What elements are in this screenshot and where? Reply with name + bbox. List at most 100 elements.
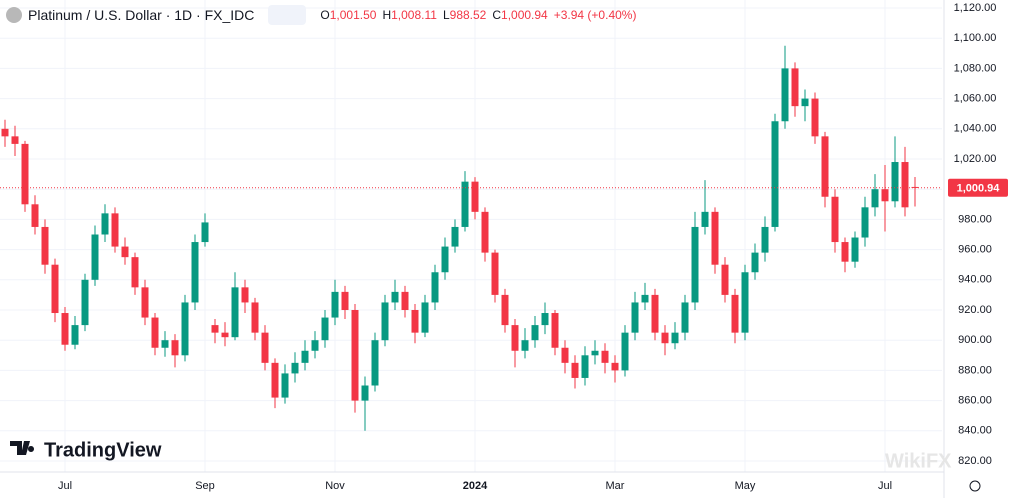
- candle-body: [311, 340, 319, 351]
- candle-body: [61, 313, 69, 345]
- y-tick-label: 860.00: [958, 395, 992, 407]
- candle-body: [41, 226, 49, 265]
- candle-body: [181, 302, 189, 356]
- candle-body: [281, 373, 289, 398]
- candle-body: [471, 181, 479, 212]
- candle-body: [461, 181, 469, 227]
- candle-body: [361, 385, 369, 401]
- x-tick-label: 2024: [463, 480, 488, 492]
- candle-body: [801, 98, 809, 107]
- candle-body: [371, 340, 379, 386]
- candle-body: [721, 264, 729, 295]
- candle-body: [291, 362, 299, 374]
- candle-body: [781, 68, 789, 122]
- candle-body: [481, 211, 489, 253]
- candle-body: [341, 291, 349, 310]
- settings-button[interactable]: [969, 480, 981, 492]
- y-tick-label: 1,080.00: [954, 62, 997, 74]
- legend-header: Platinum / U.S. Dollar · 1D · FX_IDC O1,…: [6, 5, 636, 25]
- candle-body: [241, 287, 249, 303]
- candle-body: [261, 332, 269, 363]
- candle-body: [881, 189, 889, 202]
- ohlc-value: 1,001.50: [329, 8, 377, 22]
- candle-body: [671, 332, 679, 344]
- candle-body: [111, 213, 119, 247]
- candle-body: [51, 264, 59, 314]
- candle-body: [321, 317, 329, 341]
- candle-body: [491, 252, 499, 295]
- candle-body: [381, 302, 389, 341]
- y-tick-label: 920.00: [958, 304, 992, 316]
- candle-body: [811, 98, 819, 137]
- candle-body: [521, 340, 529, 351]
- candle-body: [581, 355, 589, 378]
- y-tick-label: 840.00: [958, 425, 992, 437]
- ohlc-key: C: [492, 8, 502, 22]
- candle-body: [71, 325, 79, 345]
- candle-body: [591, 350, 599, 356]
- candle-body: [841, 242, 849, 262]
- candle-body: [651, 294, 659, 333]
- y-tick-label: 820.00: [958, 455, 992, 467]
- y-tick-label: 880.00: [958, 364, 992, 376]
- x-tick-label: Sep: [195, 480, 215, 492]
- ohlc: H1,008.11: [382, 8, 437, 22]
- candle-body: [661, 332, 669, 344]
- candle-body: [411, 310, 419, 333]
- candle-body: [301, 350, 309, 363]
- candle-body: [861, 207, 869, 238]
- ohlc-value: 988.52: [449, 8, 487, 22]
- ohlc: O1,001.50: [320, 8, 376, 22]
- candle-body: [601, 350, 609, 363]
- candle-body: [221, 332, 229, 338]
- candle-body: [21, 143, 29, 205]
- candle-body: [561, 347, 569, 363]
- candle-body: [701, 211, 709, 227]
- candle-body: [431, 272, 439, 303]
- candle-body: [551, 313, 559, 348]
- candle-body: [201, 222, 209, 243]
- ohlc: L988.52: [443, 8, 486, 22]
- candle-body: [761, 226, 769, 253]
- y-tick-label: 960.00: [958, 244, 992, 256]
- candle-body: [161, 340, 169, 348]
- candle-body: [231, 287, 239, 338]
- candle-body: [131, 257, 139, 288]
- symbol-icon: [6, 7, 22, 23]
- ohlc-value: 1,008.11: [391, 8, 437, 22]
- candle-body: [691, 226, 699, 303]
- candle-body: [871, 189, 879, 208]
- symbol-title: Platinum / U.S. Dollar · 1D · FX_IDC: [28, 7, 255, 23]
- candle-body: [11, 136, 19, 144]
- candle-body: [831, 196, 839, 243]
- y-tick-label: 1,120.00: [954, 2, 997, 14]
- candle-body: [151, 317, 159, 348]
- change: +3.94 (+0.40%): [553, 8, 637, 22]
- logo-icon: [10, 441, 35, 455]
- candle-body: [901, 162, 909, 208]
- candle-body: [741, 272, 749, 333]
- candle-body: [571, 362, 579, 378]
- candle-body: [681, 302, 689, 333]
- ohlc-key: O: [320, 8, 330, 22]
- candle-body: [511, 325, 519, 351]
- candle-body: [391, 291, 399, 303]
- candle-body: [711, 211, 719, 265]
- ohlc-key: L: [442, 8, 450, 22]
- candle-body: [401, 291, 409, 310]
- candle-body: [251, 302, 259, 333]
- y-tick-label: 1,040.00: [954, 123, 997, 135]
- candle-body: [91, 234, 99, 280]
- x-tick-label: Mar: [606, 480, 625, 492]
- candle-body: [891, 162, 899, 202]
- candle-body: [191, 242, 199, 303]
- candle-body: [621, 332, 629, 371]
- candle-body: [101, 213, 109, 235]
- candle-body: [441, 246, 449, 273]
- candle-body: [641, 294, 649, 303]
- candle-body: [31, 204, 39, 227]
- compare-button[interactable]: [268, 5, 307, 25]
- candle-body: [331, 291, 339, 318]
